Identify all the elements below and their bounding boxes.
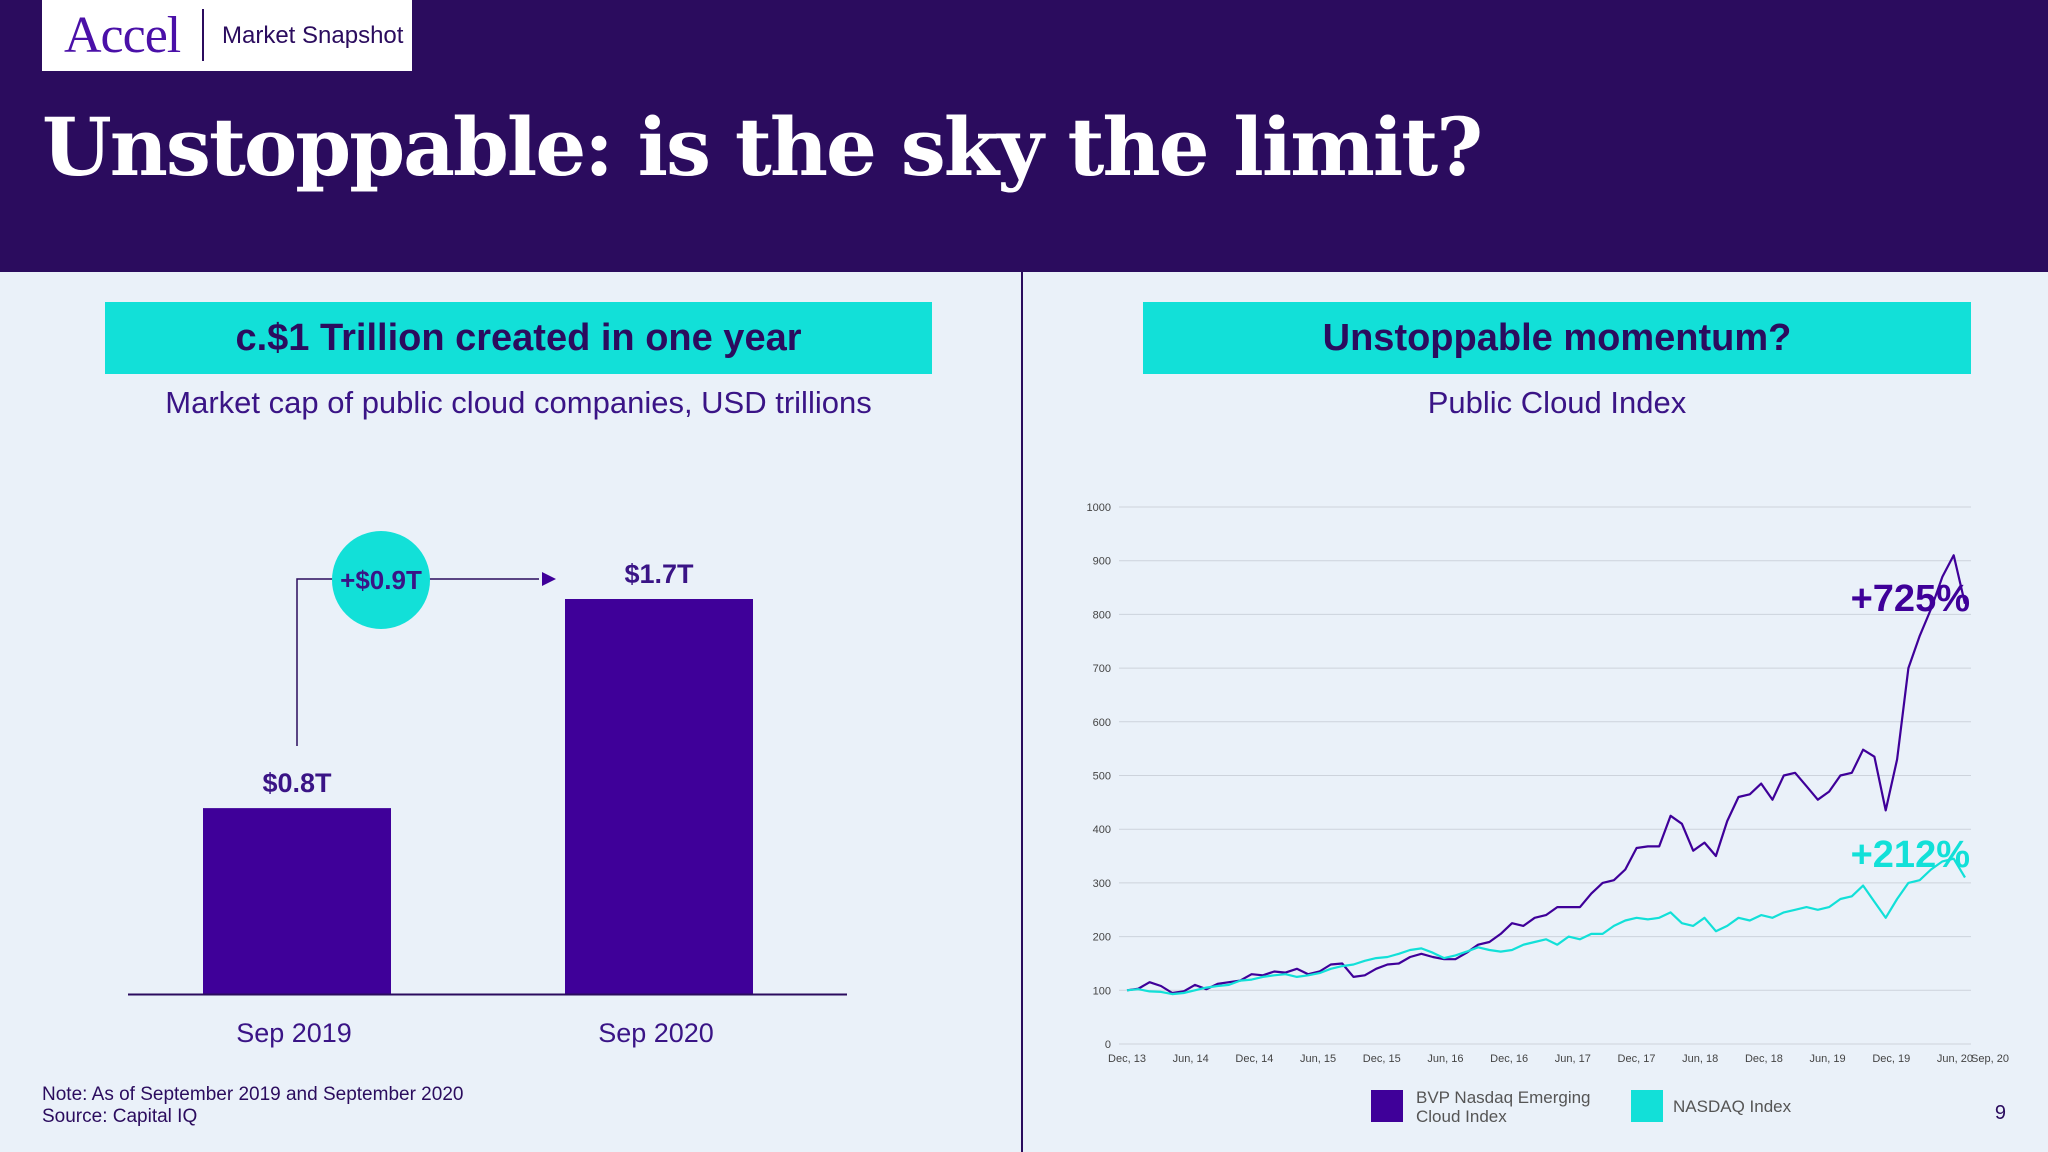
bar-category-label: Sep 2019 xyxy=(236,1018,352,1048)
x-tick-label: Sep, 20 xyxy=(1971,1053,2009,1065)
x-tick-label: Jun, 14 xyxy=(1173,1053,1209,1065)
legend-label-bvp: BVP Nasdaq Emerging Cloud Index xyxy=(1416,1088,1591,1126)
x-tick-label: Dec, 16 xyxy=(1490,1053,1528,1065)
growth-label: +$0.9T xyxy=(340,565,422,595)
bar-chart: $0.8T Sep 2019 $1.7T Sep 2020 +$0.9T xyxy=(128,531,847,1048)
bar-value-label: $0.8T xyxy=(262,768,332,798)
footnote-note: Note: As of September 2019 and September… xyxy=(42,1084,464,1105)
legend-swatch-nasdaq xyxy=(1631,1090,1663,1122)
bar-value-label: $1.7T xyxy=(624,559,694,589)
y-tick-label: 1000 xyxy=(1087,502,1111,514)
page-number: 9 xyxy=(1994,1102,2006,1124)
y-tick-label: 300 xyxy=(1093,878,1111,890)
growth-bubble xyxy=(332,531,430,629)
y-tick-label: 400 xyxy=(1093,824,1111,836)
page-title: Unstoppable: is the sky the limit? xyxy=(42,100,1483,194)
nasdaq-index-line xyxy=(1126,857,1966,996)
legend-label-nasdaq: NASDAQ Index xyxy=(1673,1097,1792,1116)
logo-box: Accel Market Snapshot xyxy=(42,0,412,71)
legend-bvp-line2: Cloud Index xyxy=(1416,1107,1507,1126)
right-panel-heading: Unstoppable momentum? xyxy=(1143,302,1971,374)
bar-0 xyxy=(203,808,391,994)
header-banner: Accel Market Snapshot Unstoppable: is th… xyxy=(0,0,2048,272)
bvp-growth-annotation: +725% xyxy=(1851,578,1970,620)
footnote-source: Source: Capital IQ xyxy=(42,1106,198,1127)
footnote: Note: As of September 2019 and September… xyxy=(42,1084,463,1128)
bvp-index-line xyxy=(1126,554,1967,995)
x-tick-label: Jun, 18 xyxy=(1682,1053,1718,1065)
line-chart: 0 100 200 300 400 500 600 700 800 900 1000 Dec, 13 J… xyxy=(1087,502,2009,1065)
left-panel-heading: c.$1 Trillion created in one year xyxy=(105,302,932,374)
x-tick-label: Jun, 16 xyxy=(1427,1053,1463,1065)
growth-arrowhead xyxy=(542,572,556,586)
panel-divider xyxy=(1021,272,1023,1152)
x-tick-label: Dec, 13 xyxy=(1108,1053,1146,1065)
legend-bvp-line1: BVP Nasdaq Emerging xyxy=(1416,1088,1591,1107)
x-tick-label: Dec, 17 xyxy=(1618,1053,1656,1065)
accel-logo: Accel xyxy=(64,7,181,64)
bar-category-label: Sep 2020 xyxy=(598,1018,714,1048)
y-tick-label: 0 xyxy=(1105,1039,1111,1051)
x-tick-label: Dec, 18 xyxy=(1745,1053,1783,1065)
left-panel-subtitle: Market cap of public cloud companies, US… xyxy=(165,385,872,420)
x-tick-label: Dec, 19 xyxy=(1872,1053,1910,1065)
logo-divider xyxy=(202,9,204,61)
x-tick-label: Dec, 14 xyxy=(1235,1053,1273,1065)
section-label: Market Snapshot xyxy=(222,22,404,49)
y-tick-label: 900 xyxy=(1093,556,1111,568)
y-tick-label: 800 xyxy=(1093,609,1111,621)
bar-1 xyxy=(565,599,753,994)
y-tick-label: 600 xyxy=(1093,717,1111,729)
y-tick-label: 100 xyxy=(1093,985,1111,997)
y-tick-label: 700 xyxy=(1093,663,1111,675)
x-tick-label: Jun, 15 xyxy=(1300,1053,1336,1065)
growth-connector xyxy=(296,578,539,746)
y-tick-label: 500 xyxy=(1093,771,1111,783)
nasdaq-growth-annotation: +212% xyxy=(1851,834,1970,876)
right-panel-subtitle: Public Cloud Index xyxy=(1427,385,1687,420)
y-tick-label: 200 xyxy=(1093,932,1111,944)
x-tick-label: Jun, 17 xyxy=(1555,1053,1591,1065)
x-tick-label: Jun, 19 xyxy=(1810,1053,1846,1065)
x-tick-label: Dec, 15 xyxy=(1363,1053,1401,1065)
x-tick-label: Jun, 20 xyxy=(1937,1053,1973,1065)
legend-swatch-bvp xyxy=(1371,1090,1403,1122)
